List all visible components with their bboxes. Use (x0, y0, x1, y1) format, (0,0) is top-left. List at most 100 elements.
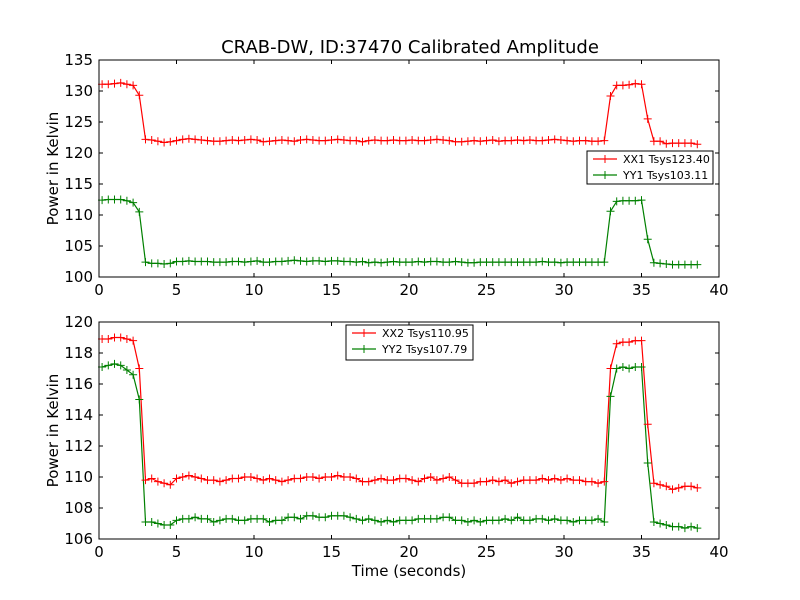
data-point-marker (513, 136, 522, 144)
data-point-marker (501, 514, 510, 523)
data-point-marker (166, 521, 175, 529)
data-point-marker (414, 257, 423, 266)
data-point-marker (321, 513, 330, 522)
y-tick-label: 106 (64, 530, 93, 548)
data-point-marker (160, 479, 169, 488)
data-point-marker (228, 136, 237, 144)
data-point-marker (556, 136, 565, 144)
top-legend-box (586, 150, 714, 185)
data-point-marker (476, 137, 485, 146)
data-point-marker (253, 474, 262, 483)
data-point-marker (296, 256, 305, 265)
data-point-marker (470, 136, 479, 145)
data-point-marker (625, 338, 634, 347)
data-point-marker (197, 474, 206, 483)
data-point-marker (246, 257, 255, 266)
data-point-marker (352, 514, 361, 523)
data-point-marker (284, 136, 293, 145)
data-point-marker (494, 516, 503, 525)
x-tick-label: 30 (554, 543, 573, 561)
data-point-marker (674, 522, 683, 531)
data-point-marker (184, 134, 193, 143)
data-point-marker (265, 518, 274, 526)
data-point-marker (122, 335, 131, 343)
data-point-marker (476, 518, 485, 526)
data-point-marker (135, 364, 144, 373)
data-point-marker (147, 518, 156, 526)
data-point-marker (662, 521, 671, 529)
data-point-marker (587, 516, 596, 525)
data-point-marker (581, 136, 590, 145)
data-point-marker (680, 524, 689, 533)
data-point-marker (538, 257, 547, 266)
top-legend-label-yy1: YY1 Tsys103.11 (622, 169, 708, 182)
data-point-marker (563, 474, 572, 483)
bottom-legend-box (345, 324, 474, 361)
data-point-marker (122, 196, 131, 205)
data-point-marker (246, 135, 255, 144)
bottom-subplot: 0 5 10 15 20 25 30 35 40 106 108 110 112 114 116 118 120… (44, 313, 729, 580)
x-tick-label: 20 (399, 281, 418, 299)
data-point-marker (631, 79, 640, 88)
data-point-marker (364, 136, 373, 145)
data-point-marker (104, 361, 113, 370)
data-point-marker (333, 256, 342, 265)
data-point-marker (389, 136, 398, 144)
data-point-marker (569, 518, 578, 526)
data-point-marker (172, 474, 181, 483)
data-point-marker (265, 258, 274, 267)
data-point-marker (383, 258, 392, 267)
bottom-series-markers (98, 333, 702, 533)
data-point-marker (432, 135, 441, 144)
y-tick-label: 110 (64, 206, 93, 224)
data-point-marker (457, 516, 466, 525)
x-tick-label: 0 (94, 281, 104, 299)
data-point-marker (687, 482, 696, 491)
top-subplot: 0 5 10 15 20 25 30 35 40 100 105 110 115 120 125 130 135… (44, 51, 729, 299)
x-tick-label: 20 (399, 543, 418, 561)
data-point-marker (426, 473, 435, 481)
data-point-marker (290, 256, 299, 265)
data-point-marker (594, 479, 603, 488)
data-point-marker (625, 80, 634, 89)
data-point-marker (525, 516, 534, 525)
data-point-marker (265, 474, 274, 483)
data-point-marker (265, 137, 274, 146)
y-tick-label: 116 (64, 375, 93, 393)
data-point-marker (606, 207, 615, 216)
data-point-marker (240, 136, 249, 144)
data-point-marker (451, 257, 460, 266)
data-point-marker (470, 479, 479, 488)
data-point-marker (339, 511, 348, 520)
data-point-marker (420, 258, 429, 267)
data-point-marker (129, 81, 138, 90)
data-point-marker (153, 137, 162, 146)
data-point-marker (637, 336, 646, 345)
data-point-marker (271, 476, 280, 485)
data-point-marker (370, 136, 379, 144)
data-point-marker (370, 258, 379, 267)
x-tick-label: 30 (554, 281, 573, 299)
data-point-marker (544, 476, 553, 485)
data-point-marker (203, 257, 212, 266)
data-point-marker (172, 136, 181, 145)
data-point-marker (656, 480, 665, 489)
data-point-marker (451, 476, 460, 485)
data-point-marker (389, 257, 398, 266)
data-point-marker (563, 136, 572, 145)
data-point-marker (246, 473, 255, 481)
data-point-marker (209, 476, 218, 485)
data-point-marker (631, 196, 640, 205)
data-point-marker (358, 137, 367, 146)
data-point-marker (594, 137, 603, 146)
data-point-marker (612, 197, 621, 206)
data-point-marker (234, 257, 243, 266)
data-point-marker (494, 477, 503, 486)
data-point-marker (346, 473, 355, 481)
data-point-marker (550, 474, 559, 483)
data-point-marker (364, 258, 373, 267)
data-point-marker (315, 474, 324, 483)
data-point-marker (519, 136, 528, 145)
